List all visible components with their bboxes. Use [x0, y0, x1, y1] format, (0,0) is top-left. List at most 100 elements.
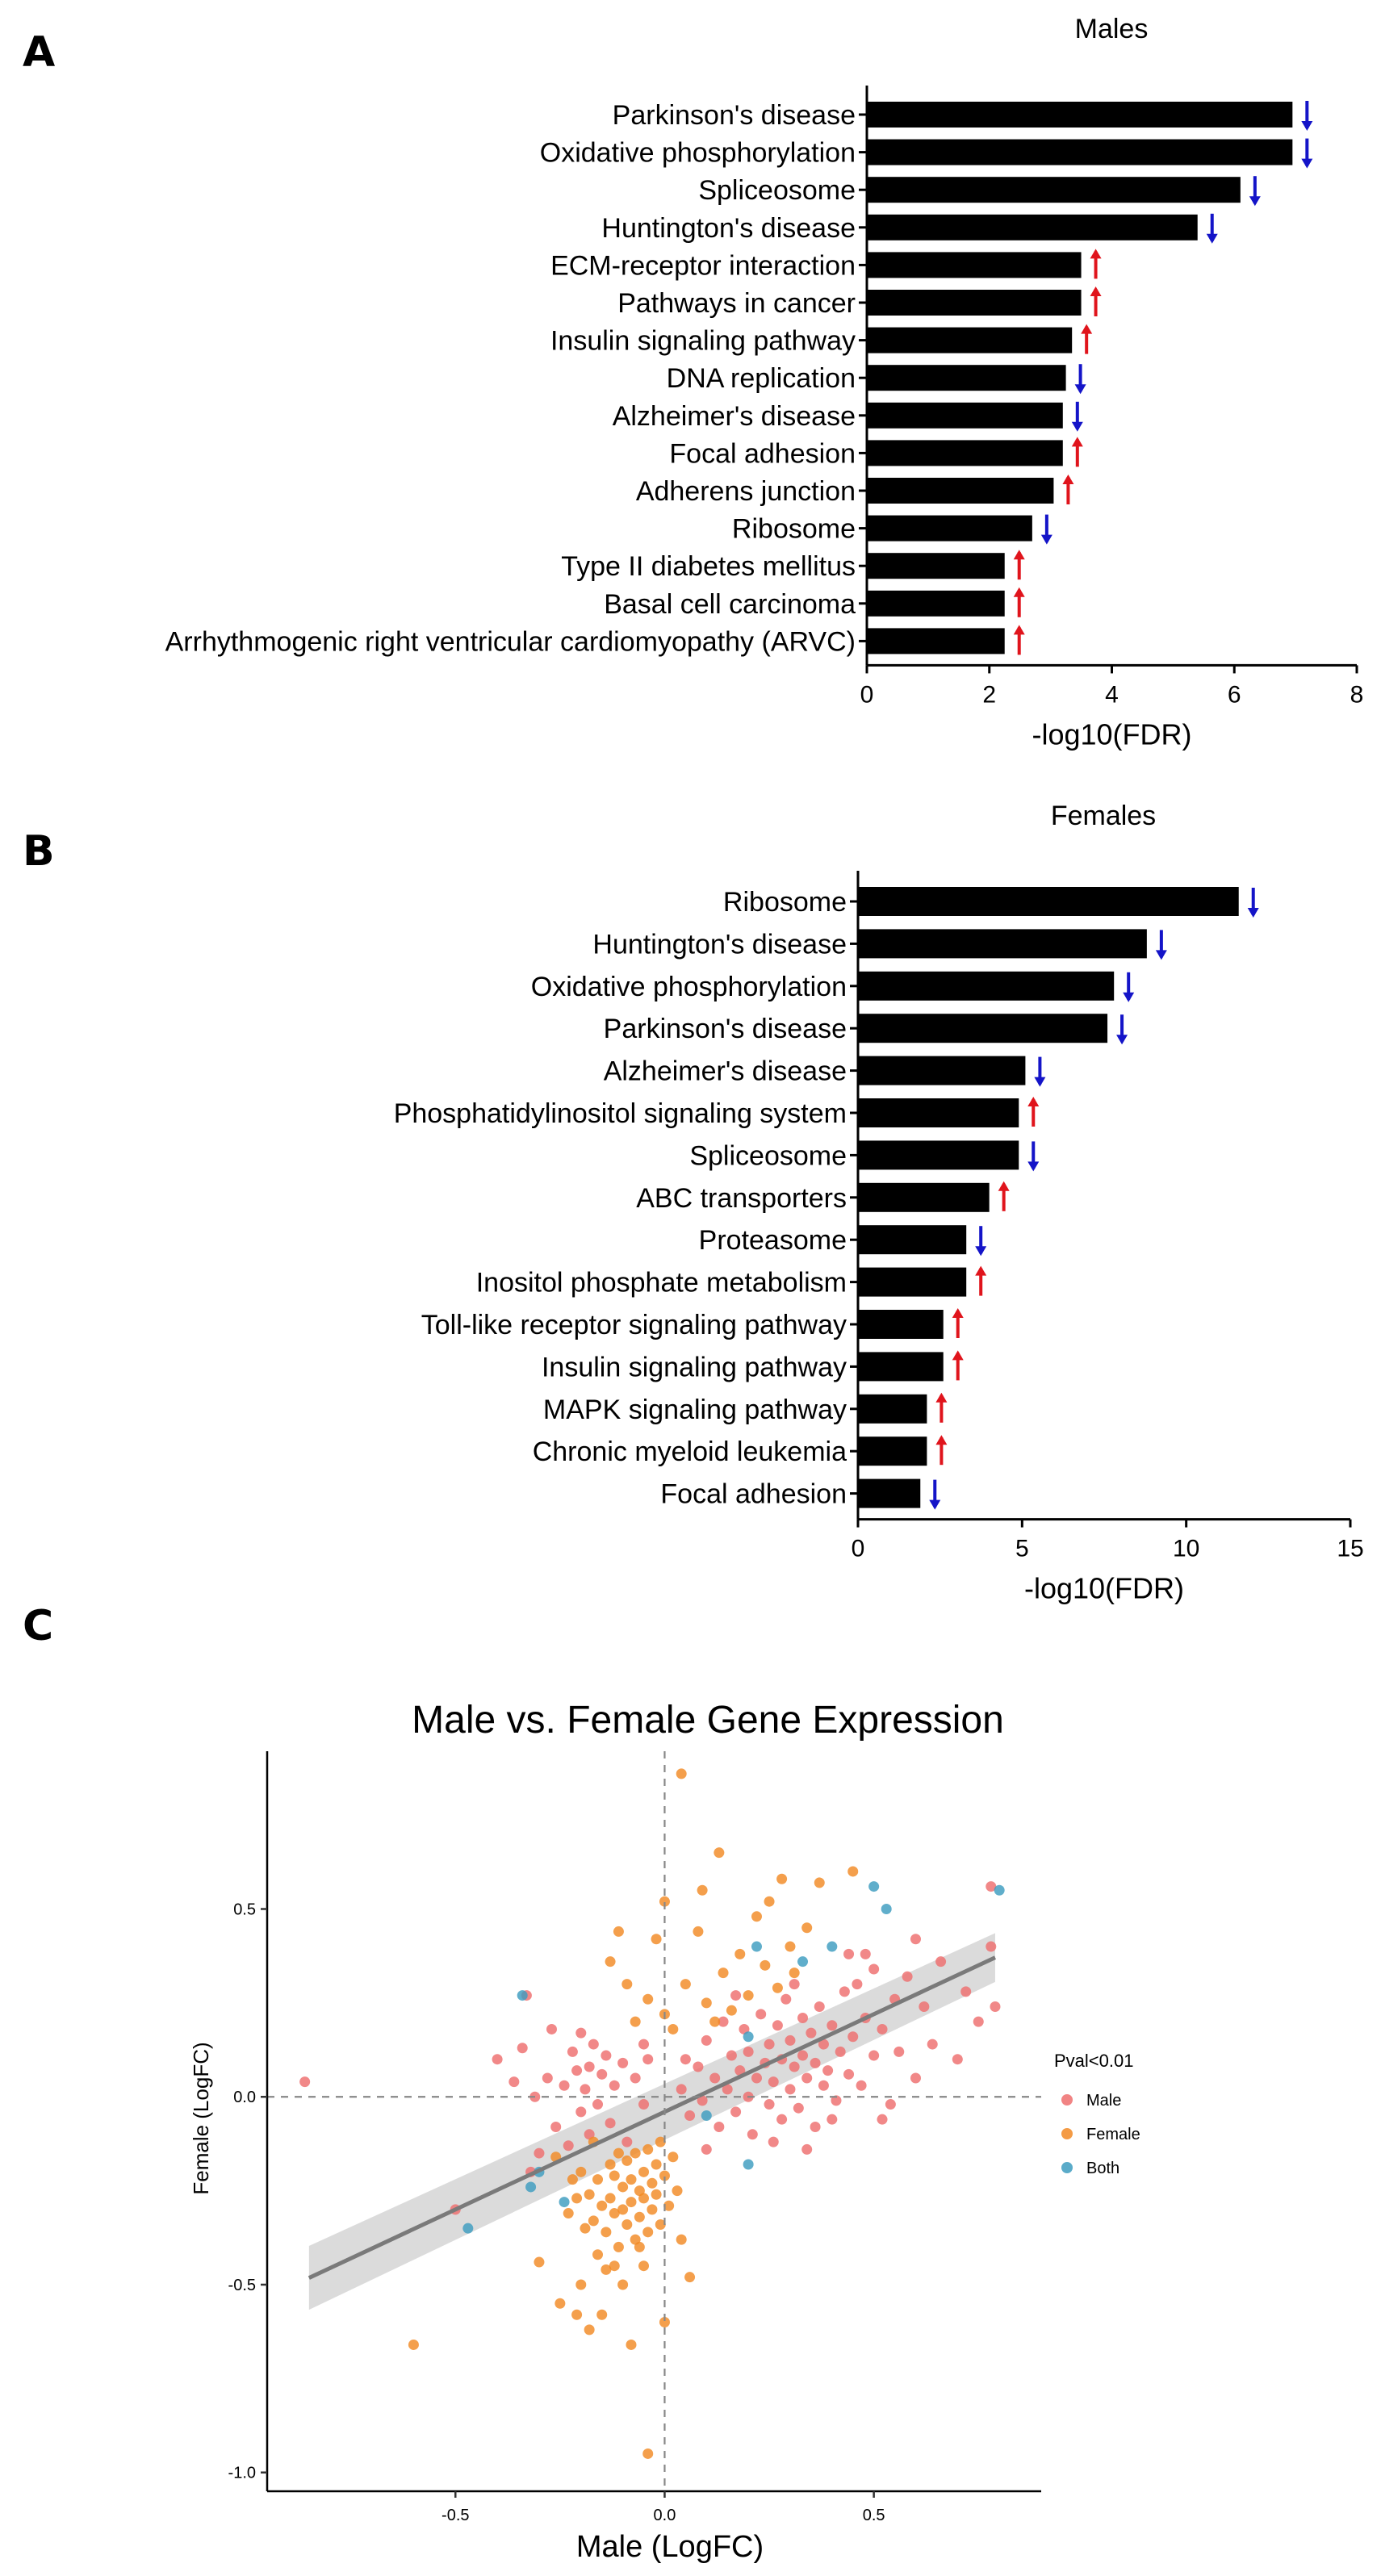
scatter-point-both	[462, 2223, 474, 2234]
up-arrow-icon	[952, 1350, 964, 1381]
males-bar-chart: Males Parkinson's disease Oxidative phosph…	[165, 14, 1364, 751]
arrow-head	[998, 1181, 1010, 1191]
scatter-point-both	[743, 2159, 754, 2170]
scatter-point-female	[697, 1884, 708, 1896]
scatter-point-female	[626, 2197, 637, 2208]
scatter-point-female	[626, 2339, 637, 2350]
bar	[867, 553, 1005, 579]
scatter-point-male	[642, 2054, 654, 2065]
scatter-point-female	[676, 2234, 687, 2245]
scatter-point-female	[592, 2249, 604, 2260]
scatter-point-female	[596, 2309, 608, 2320]
bar	[858, 1436, 927, 1466]
category-label: Parkinson's disease	[613, 100, 856, 131]
scatter-point-female	[764, 1896, 775, 1907]
x-tick-label: 0.0	[654, 2507, 676, 2524]
scatter-point-male	[847, 2031, 859, 2043]
scatter-point-male	[785, 2034, 796, 2046]
scatter-point-female	[642, 2143, 654, 2155]
scatter-point-male	[785, 2084, 796, 2095]
scatter-point-male	[827, 2114, 838, 2125]
scatter-point-both	[559, 2197, 570, 2208]
down-arrow-icon	[1074, 364, 1086, 395]
scatter-point-male	[797, 2050, 809, 2061]
down-arrow-icon	[1116, 1014, 1128, 1045]
scatter-point-female	[621, 2219, 633, 2231]
scatter-point-male	[693, 2061, 704, 2072]
bar	[858, 929, 1147, 959]
y-tick-label: 0.5	[233, 1901, 256, 1919]
scatter-point-female	[684, 2272, 696, 2283]
x-axis-label: -log10(FDR)	[1024, 1572, 1184, 1605]
bar	[867, 515, 1032, 542]
scatter-point-female	[638, 2166, 650, 2177]
x-tick-label: 0	[860, 681, 874, 708]
arrow-head	[1123, 992, 1135, 1002]
panel-letter-b: B	[23, 827, 55, 876]
scatter-point-male	[839, 1986, 850, 1997]
arrow-head	[975, 1246, 987, 1257]
y-tick-label: -1.0	[228, 2465, 256, 2482]
scatter-point-female	[613, 1926, 624, 1937]
legend: Pval<0.01 Male Female Both	[1054, 2051, 1140, 2177]
scatter-point-female	[563, 2208, 574, 2219]
legend-title: Pval<0.01	[1054, 2051, 1133, 2071]
scatter-point-male	[910, 2072, 921, 2084]
scatter-point-male	[517, 2043, 528, 2054]
scatter-point-female	[776, 1873, 788, 1884]
scatter-point-male	[617, 2057, 629, 2068]
scatter-point-female	[584, 2324, 595, 2336]
panel-letter-a: A	[23, 28, 55, 77]
scatter-point-male	[952, 2054, 963, 2065]
scatter-point-male	[877, 2023, 888, 2034]
x-tick-label: 10	[1173, 1536, 1199, 1562]
scatter-point-male	[638, 2039, 650, 2050]
category-label: Oxidative phosphorylation	[540, 138, 856, 169]
scatter-point-female	[659, 2317, 670, 2328]
bar	[858, 1014, 1108, 1043]
category-label: DNA replication	[667, 363, 856, 394]
scatter-point-female	[647, 2177, 658, 2189]
scatter-point-female	[638, 2193, 650, 2204]
scatter-point-female	[592, 2174, 604, 2185]
scatter-point-both	[827, 1941, 838, 1952]
x-tick-label: 6	[1228, 681, 1241, 708]
scatter-point-male	[676, 2084, 687, 2095]
scatter-point-male	[860, 1948, 871, 1959]
arrow-head	[1013, 550, 1025, 560]
scatter-point-male	[927, 2039, 938, 2050]
scatter-point-female	[609, 2208, 620, 2219]
down-arrow-icon	[1206, 213, 1218, 244]
scatter-point-female	[575, 2166, 587, 2177]
scatter-point-male	[734, 2065, 746, 2076]
up-arrow-icon	[1027, 1097, 1040, 1127]
arrow-head	[1206, 233, 1218, 244]
scatter-point-male	[885, 2099, 896, 2110]
scatter-point-female	[609, 2170, 620, 2181]
scatter-point-female	[751, 1911, 763, 1922]
scatter-point-female	[693, 1926, 704, 1937]
arrow-head	[1040, 534, 1052, 545]
scatter-point-male	[596, 2068, 608, 2080]
bar	[858, 1225, 967, 1255]
scatter-point-male	[697, 2095, 708, 2106]
arrow-head	[1062, 475, 1074, 484]
arrow-head	[1074, 384, 1086, 395]
bar	[858, 1140, 1019, 1170]
scatter-point-female	[726, 2005, 737, 2016]
arrow-head	[935, 1392, 948, 1403]
scatter-point-female	[659, 2170, 670, 2181]
scatter-point-female	[408, 2339, 419, 2350]
bar	[867, 365, 1066, 391]
scatter-point-male	[986, 1881, 997, 1892]
scatter-point-male	[563, 2140, 574, 2152]
scatter-point-male	[743, 2046, 754, 2057]
scatter-point-female	[659, 1896, 670, 1907]
category-label: Arrhythmogenic right ventricular cardiom…	[165, 626, 856, 657]
scatter-point-male	[772, 2020, 783, 2031]
scatter-point-male	[827, 2020, 838, 2031]
down-arrow-icon	[1040, 514, 1052, 545]
arrow-head	[1301, 121, 1313, 131]
scatter-point-female	[651, 2159, 662, 2170]
bar	[867, 214, 1198, 240]
